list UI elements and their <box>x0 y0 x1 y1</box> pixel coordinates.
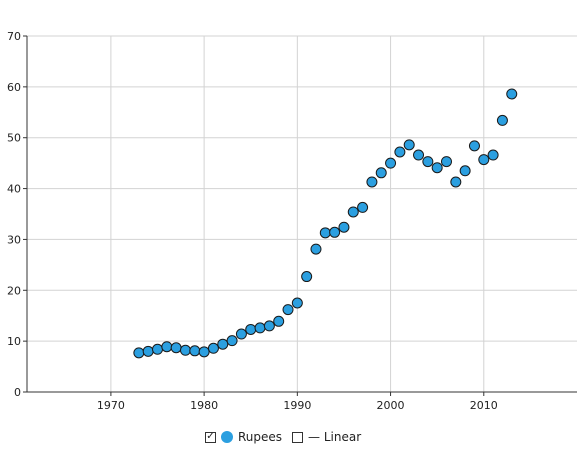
legend-label-rupees: Rupees <box>238 430 283 444</box>
tick-labels: 0 10 20 30 40 50 60 70 1970 1980 1990 2000 2010 <box>7 30 498 412</box>
legend-marker-rupees-icon <box>221 431 233 443</box>
legend-item-rupees[interactable]: ✓ Rupees <box>205 430 282 444</box>
legend-item-linear[interactable]: — Linear <box>292 430 361 444</box>
series-rupees-points[interactable] <box>133 88 518 359</box>
data-point[interactable] <box>198 346 210 358</box>
data-point[interactable] <box>394 146 406 158</box>
data-point[interactable] <box>440 156 452 168</box>
legend: ✓ Rupees — Linear <box>205 430 361 444</box>
data-point[interactable] <box>506 88 518 100</box>
data-point[interactable] <box>478 154 490 166</box>
data-point[interactable] <box>357 201 369 213</box>
y-tick-label: 20 <box>7 284 21 297</box>
data-point[interactable] <box>375 167 387 179</box>
data-point[interactable] <box>450 176 462 188</box>
data-point[interactable] <box>189 345 201 357</box>
x-tick-label: 2010 <box>470 399 498 412</box>
data-point[interactable] <box>217 338 229 350</box>
data-point[interactable] <box>142 345 154 357</box>
data-point[interactable] <box>329 226 341 238</box>
legend-label-linear: — Linear <box>308 430 362 444</box>
scatter-chart: 0 10 20 30 40 50 60 70 1970 1980 1990 2000 2010 <box>7 30 577 412</box>
data-point[interactable] <box>245 323 257 335</box>
data-point[interactable] <box>310 243 322 255</box>
data-point[interactable] <box>385 157 397 169</box>
y-tick-label: 70 <box>7 30 21 43</box>
data-point[interactable] <box>152 343 164 355</box>
data-point[interactable] <box>133 347 145 359</box>
data-point[interactable] <box>161 341 173 353</box>
data-point[interactable] <box>282 304 294 316</box>
y-tick-label: 50 <box>7 132 21 145</box>
data-point[interactable] <box>235 328 247 340</box>
data-point[interactable] <box>413 149 425 161</box>
data-point[interactable] <box>254 322 266 334</box>
data-point[interactable] <box>338 221 350 233</box>
data-point[interactable] <box>179 344 191 356</box>
data-point[interactable] <box>347 206 359 218</box>
data-point[interactable] <box>403 139 415 151</box>
data-point[interactable] <box>487 149 499 161</box>
x-tick-label: 2000 <box>377 399 405 412</box>
data-point[interactable] <box>459 165 471 177</box>
y-tick-label: 60 <box>7 81 21 94</box>
legend-checkbox-linear[interactable] <box>292 431 304 443</box>
data-point[interactable] <box>207 342 219 354</box>
grid <box>27 35 577 392</box>
legend-checkbox-rupees[interactable]: ✓ <box>205 431 216 443</box>
y-tick-label: 10 <box>7 335 21 348</box>
x-tick-label: 1990 <box>283 399 311 412</box>
data-point[interactable] <box>496 114 508 126</box>
x-tick-label: 1980 <box>190 399 218 412</box>
data-point[interactable] <box>422 156 434 168</box>
data-point[interactable] <box>291 297 303 309</box>
x-tick-label: 1970 <box>97 399 125 412</box>
y-tick-label: 0 <box>14 386 21 399</box>
axes <box>23 35 577 396</box>
data-point[interactable] <box>301 271 313 283</box>
y-tick-label: 40 <box>7 183 21 196</box>
data-point[interactable] <box>366 176 378 188</box>
data-point[interactable] <box>226 335 238 347</box>
data-point[interactable] <box>263 320 275 332</box>
data-point[interactable] <box>273 315 285 327</box>
y-tick-label: 30 <box>7 233 21 246</box>
data-point[interactable] <box>431 162 443 174</box>
data-point[interactable] <box>170 342 182 354</box>
data-point[interactable] <box>319 227 331 239</box>
data-point[interactable] <box>468 140 480 152</box>
